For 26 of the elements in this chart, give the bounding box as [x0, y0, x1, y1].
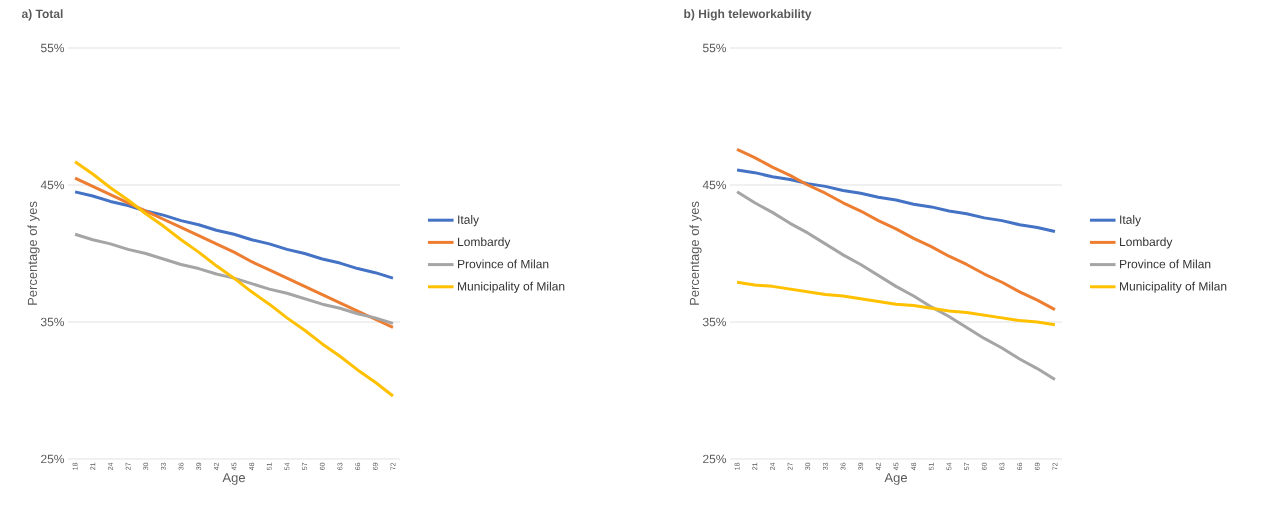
y-tick-label: 45% — [40, 180, 65, 190]
x-axis-title: Age — [222, 473, 245, 485]
y-tick-label: 35% — [702, 317, 727, 327]
legend-label: Province of Milan — [1120, 259, 1211, 269]
legend-label: Lombardy — [1120, 237, 1173, 249]
legend-label: Italy — [1120, 215, 1142, 227]
y-tick-label: 45% — [702, 180, 727, 190]
line-series — [735, 147, 1057, 312]
y-tick-label: 25% — [41, 454, 65, 464]
legend-label: Italy — [458, 215, 480, 227]
y-tick-label: 25% — [703, 454, 727, 464]
line-series — [735, 168, 1057, 234]
y-axis-title: Percentage of yes — [689, 201, 702, 305]
y-tick-label: 55% — [702, 43, 727, 53]
y-tick-label: 35% — [40, 317, 65, 327]
legend-label: Municipality of Milan — [458, 281, 565, 293]
legend-label: Province of Milan — [458, 259, 549, 269]
line-series — [73, 190, 395, 280]
chart-title: a) Total — [21, 9, 63, 21]
chart-title: b) High teleworkability — [684, 9, 812, 21]
legend-label: Lombardy — [458, 237, 511, 249]
y-tick-label: 55% — [40, 43, 65, 53]
y-axis-title: Percentage of yes — [27, 201, 40, 305]
legend-label: Municipality of Milan — [1120, 281, 1227, 293]
x-axis-title: Age — [884, 473, 907, 485]
line-series — [73, 160, 395, 398]
